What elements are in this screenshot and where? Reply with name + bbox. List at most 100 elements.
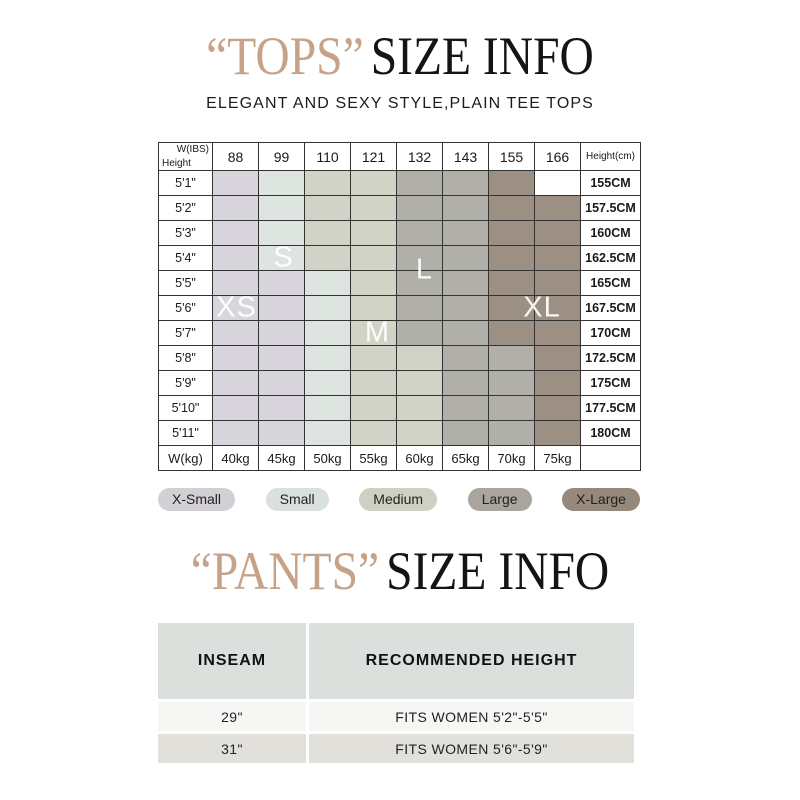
pants-recommended-value-31: FITS WOMEN 5'6"-5'9" bbox=[309, 734, 634, 763]
tops-subtitle: ELEGANT AND SEXY STYLE,PLAIN TEE TOPS bbox=[206, 94, 594, 112]
weight-lbs-header: 110 bbox=[304, 142, 351, 171]
size-cell-l bbox=[396, 270, 443, 296]
size-cell-m bbox=[350, 220, 397, 246]
weight-kg-value: 70kg bbox=[488, 445, 535, 471]
size-cell-s bbox=[258, 170, 305, 196]
size-cell-na bbox=[534, 170, 581, 196]
legend-pill-x-small: X-Small bbox=[158, 488, 236, 511]
size-cell-xs bbox=[212, 345, 259, 371]
tops-table-header-row: W(IBS) Height 88 99 110 121 132 143 155 166 Height… bbox=[158, 142, 641, 171]
size-cell-l bbox=[442, 245, 489, 271]
weight-kg-value: 65kg bbox=[442, 445, 489, 471]
size-cell-m bbox=[350, 395, 397, 421]
size-cell-l bbox=[442, 320, 489, 346]
weight-kg-value: 40kg bbox=[212, 445, 259, 471]
size-cell-s bbox=[258, 245, 305, 271]
size-cell-s bbox=[258, 195, 305, 221]
size-cell-xs bbox=[258, 345, 305, 371]
height-ft-label: 5'3" bbox=[158, 220, 213, 246]
height-cm-value: 180CM bbox=[580, 420, 641, 446]
tops-size-table: W(IBS) Height 88 99 110 121 132 143 155 166 Height… bbox=[158, 142, 641, 471]
size-cell-l bbox=[396, 170, 443, 196]
size-cell-m bbox=[350, 170, 397, 196]
tops-table-wrap: W(IBS) Height 88 99 110 121 132 143 155 166 Height… bbox=[158, 142, 641, 471]
size-cell-m bbox=[396, 395, 443, 421]
size-cell-m bbox=[304, 170, 351, 196]
height-ft-label: 5'4" bbox=[158, 245, 213, 271]
size-cell-m bbox=[396, 345, 443, 371]
size-cell-m bbox=[304, 220, 351, 246]
size-cell-m bbox=[350, 370, 397, 396]
size-cell-xs bbox=[258, 395, 305, 421]
height-ft-label: 5'9" bbox=[158, 370, 213, 396]
legend-pill-small: Small bbox=[265, 488, 329, 511]
tops-table-row: 5'10" 177.5CM bbox=[158, 395, 641, 421]
size-cell-l bbox=[442, 420, 489, 446]
size-cell-xs bbox=[212, 420, 259, 446]
size-cell-s bbox=[304, 345, 351, 371]
tops-table-row: 5'6" 167.5CM bbox=[158, 295, 641, 321]
tops-table-row: 5'5" 165CM bbox=[158, 270, 641, 296]
height-cm-value: 172.5CM bbox=[580, 345, 641, 371]
size-cell-l bbox=[442, 170, 489, 196]
height-ft-label: 5'2" bbox=[158, 195, 213, 221]
height-ft-label: 5'7" bbox=[158, 320, 213, 346]
size-cell-xs bbox=[212, 220, 259, 246]
weight-lbs-header: 132 bbox=[396, 142, 443, 171]
size-cell-xl bbox=[534, 195, 581, 221]
size-cell-xl bbox=[488, 245, 535, 271]
height-cm-value: 155CM bbox=[580, 170, 641, 196]
pants-title-accent: “PANTS” bbox=[190, 541, 380, 601]
size-cell-l bbox=[442, 345, 489, 371]
pants-header-recommended-height: RECOMMENDED HEIGHT bbox=[309, 623, 634, 699]
tops-table-row: 5'7" 170CM bbox=[158, 320, 641, 346]
size-cell-s bbox=[304, 270, 351, 296]
size-cell-xs bbox=[258, 320, 305, 346]
size-cell-xs bbox=[212, 295, 259, 321]
tops-title-main: SIZE INFO bbox=[370, 26, 594, 86]
size-cell-l bbox=[488, 395, 535, 421]
height-cm-value: 167.5CM bbox=[580, 295, 641, 321]
weight-kg-label: W(kg) bbox=[158, 445, 213, 471]
size-cell-s bbox=[304, 370, 351, 396]
corner-weight-unit-label: W(IBS) bbox=[176, 144, 209, 155]
weight-kg-value: 50kg bbox=[304, 445, 351, 471]
height-ft-label: 5'10" bbox=[158, 395, 213, 421]
legend-pill-large: Large bbox=[467, 488, 532, 511]
weight-kg-value: 55kg bbox=[350, 445, 397, 471]
height-ft-label: 5'5" bbox=[158, 270, 213, 296]
pants-inseam-value-29: 29" bbox=[158, 702, 306, 731]
size-cell-xl bbox=[534, 395, 581, 421]
pants-section-header: “PANTS” SIZE INFO bbox=[0, 543, 800, 600]
tops-table-footer-row: W(kg) 40kg 45kg 50kg 55kg 60kg 65kg 70kg 75kg bbox=[158, 445, 641, 471]
size-cell-l bbox=[442, 220, 489, 246]
legend-pill-medium: Medium bbox=[359, 488, 438, 511]
height-ft-label: 5'1" bbox=[158, 170, 213, 196]
size-cell-m bbox=[350, 270, 397, 296]
size-cell-xl bbox=[488, 170, 535, 196]
weight-lbs-header: 88 bbox=[212, 142, 259, 171]
size-cell-xl bbox=[534, 245, 581, 271]
pants-size-table: INSEAM RECOMMENDED HEIGHT 29" FITS WOMEN… bbox=[158, 623, 634, 763]
weight-lbs-header: 166 bbox=[534, 142, 581, 171]
weight-lbs-header: 121 bbox=[350, 142, 397, 171]
size-cell-xl bbox=[534, 270, 581, 296]
pants-inseam-value-31: 31" bbox=[158, 734, 306, 763]
height-ft-label: 5'6" bbox=[158, 295, 213, 321]
size-cell-l bbox=[488, 420, 535, 446]
tops-table-row: 5'1" 155CM bbox=[158, 170, 641, 196]
size-cell-xl bbox=[488, 270, 535, 296]
size-cell-l bbox=[396, 320, 443, 346]
size-cell-l bbox=[442, 195, 489, 221]
size-cell-xs bbox=[212, 320, 259, 346]
tops-table-row: 5'11" 180CM bbox=[158, 420, 641, 446]
size-cell-l bbox=[442, 395, 489, 421]
height-ft-label: 5'8" bbox=[158, 345, 213, 371]
size-cell-m bbox=[396, 420, 443, 446]
size-cell-l bbox=[396, 195, 443, 221]
height-cm-value: 175CM bbox=[580, 370, 641, 396]
size-cell-xl bbox=[534, 320, 581, 346]
size-cell-xs bbox=[258, 295, 305, 321]
pants-title-main: SIZE INFO bbox=[386, 541, 610, 601]
